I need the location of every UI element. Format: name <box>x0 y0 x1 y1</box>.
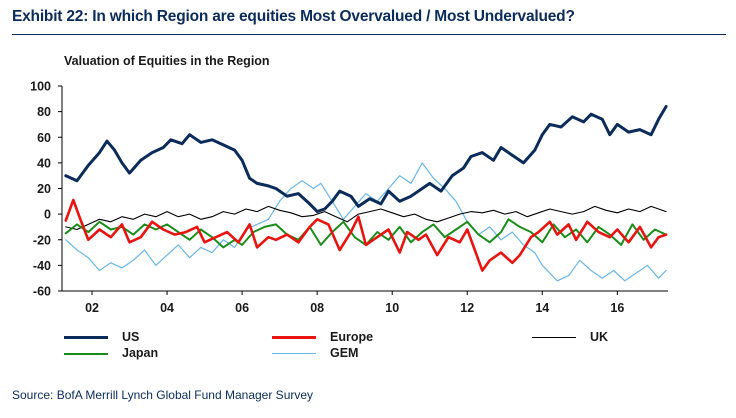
y-tick-label: 60 <box>37 131 51 145</box>
x-tick-label: 16 <box>610 301 624 315</box>
x-tick-label: 06 <box>235 301 249 315</box>
x-tick-label: 04 <box>160 301 174 315</box>
series-line-europe <box>64 198 668 272</box>
x-tick-labels: 02 04 06 08 10 12 14 16 <box>85 301 624 315</box>
legend-swatch-uk <box>532 337 576 339</box>
chart-title: Valuation of Equities in the Region <box>64 54 270 68</box>
y-tick-label: -20 <box>33 233 51 247</box>
legend-label-us: US <box>122 330 140 344</box>
source-note: Source: BofA Merrill Lynch Global Fund M… <box>12 388 314 402</box>
x-tick-label: 02 <box>85 301 99 315</box>
legend-item-gem: GEM <box>272 346 358 360</box>
legend-item-europe: Europe <box>272 330 373 344</box>
legend-swatch-europe <box>272 336 316 340</box>
legend-swatch-us <box>64 336 108 340</box>
legend-label-japan: Japan <box>122 346 159 360</box>
series-line-uk <box>65 205 667 231</box>
legend-label-uk: UK <box>590 330 609 344</box>
legend-swatch-japan <box>64 352 108 355</box>
legend-label-europe: Europe <box>330 330 374 344</box>
legend-item-us: US <box>64 330 139 344</box>
x-tick-label: 10 <box>385 301 399 315</box>
y-tick-labels: 100 80 60 40 20 0 -20 -40 -60 <box>30 80 51 299</box>
legend-item-uk: UK <box>532 330 608 344</box>
legend-item-japan: Japan <box>64 346 158 360</box>
title-divider <box>12 34 726 35</box>
exhibit-title: Exhibit 22: In which Region are equities… <box>12 8 575 25</box>
y-tick-label: -60 <box>33 285 51 299</box>
y-tick-label: 0 <box>44 208 51 222</box>
legend-swatch-gem <box>272 353 316 355</box>
x-tick-label: 08 <box>310 301 324 315</box>
series-lines <box>64 105 668 282</box>
chart-axes <box>58 85 668 295</box>
x-tick-label: 12 <box>460 301 474 315</box>
y-tick-label: 100 <box>30 80 51 94</box>
x-tick-label: 14 <box>535 301 549 315</box>
y-tick-label: -40 <box>33 259 51 273</box>
y-tick-label: 40 <box>37 156 51 170</box>
series-line-us <box>64 105 668 214</box>
legend-label-gem: GEM <box>330 346 359 360</box>
y-tick-label: 80 <box>37 105 51 119</box>
y-tick-label: 20 <box>37 182 51 196</box>
series-line-gem <box>65 162 667 282</box>
